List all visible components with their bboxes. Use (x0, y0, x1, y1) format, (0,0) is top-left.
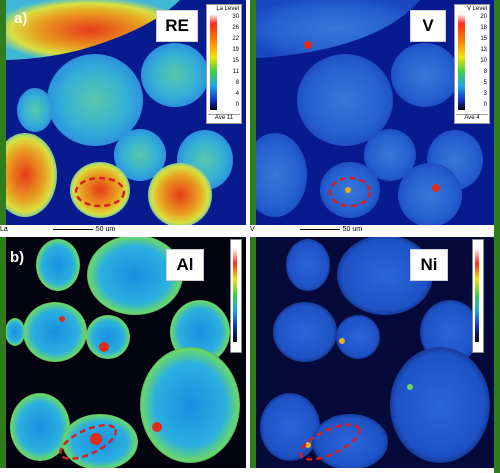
al-map-image (5, 237, 240, 470)
level-color-scale-re: La Level 30 26 22 19 15 11 8 4 0 Ave 11 (206, 4, 242, 124)
re-map-image (0, 0, 241, 227)
scale-bar: V 50 um (250, 225, 494, 234)
panel-edge (250, 237, 256, 473)
average-value: Ave 4 (456, 114, 488, 122)
panel-letter-a: a) (14, 10, 28, 27)
scale-tick: 3 (483, 91, 487, 97)
page-edge (494, 0, 500, 473)
mini-color-scale (230, 239, 242, 353)
scale-bar-text: 50 um (95, 226, 116, 233)
scale-tick: 4 (235, 91, 239, 97)
color-scale-title: La Level (216, 6, 239, 12)
scale-tick: 15 (232, 58, 239, 64)
element-label-ni: Ni (410, 249, 448, 281)
panel-edge (0, 0, 6, 234)
v-map-panel: V V Level 20 18 15 13 10 8 5 3 0 Ave 4 V… (250, 0, 494, 234)
scale-bar-text: 50 um (342, 226, 363, 233)
scale-tick: 26 (232, 25, 239, 31)
scale-bar (250, 468, 494, 473)
scale-bar: La 50 um (0, 225, 246, 234)
ni-map-image (260, 237, 490, 470)
ni-map-panel: Ni (250, 237, 494, 473)
color-scale-title: V Level (466, 6, 487, 12)
panel-edge (250, 0, 256, 234)
scale-bar (0, 468, 246, 473)
scale-tick: 20 (480, 14, 487, 20)
scale-tick: 22 (232, 36, 239, 42)
scale-bar-element: V (250, 226, 255, 233)
scale-tick: 5 (483, 80, 487, 86)
scale-tick: 13 (480, 47, 487, 53)
mini-color-scale (472, 239, 484, 353)
v-map-image (250, 0, 483, 227)
element-label-re: RE (156, 10, 198, 42)
scale-tick: 11 (232, 69, 239, 75)
scale-tick: 8 (235, 80, 239, 86)
scale-tick: 19 (232, 47, 239, 53)
scale-tick: 30 (232, 14, 239, 20)
highlight-ellipse (328, 176, 372, 208)
scale-bar-element: La (0, 226, 8, 233)
highlight-ellipse (74, 176, 126, 208)
highlight-ellipse (299, 423, 361, 461)
al-map-panel: b) Al (0, 237, 246, 473)
element-label-al: Al (166, 249, 204, 281)
scale-tick: 10 (480, 58, 487, 64)
scale-tick: 0 (483, 102, 487, 108)
scale-tick: 8 (483, 69, 487, 75)
element-label-v: V (410, 10, 446, 42)
panel-letter-b: b) (10, 249, 25, 266)
average-value: Ave 11 (208, 114, 240, 122)
level-color-scale-v: V Level 20 18 15 13 10 8 5 3 0 Ave 4 (454, 4, 490, 124)
panel-edge (0, 237, 6, 473)
scale-tick: 15 (480, 36, 487, 42)
scale-tick: 0 (235, 102, 239, 108)
re-map-panel: a) RE La Level 30 26 22 19 15 11 8 4 0 A… (0, 0, 246, 234)
scale-tick: 18 (480, 25, 487, 31)
